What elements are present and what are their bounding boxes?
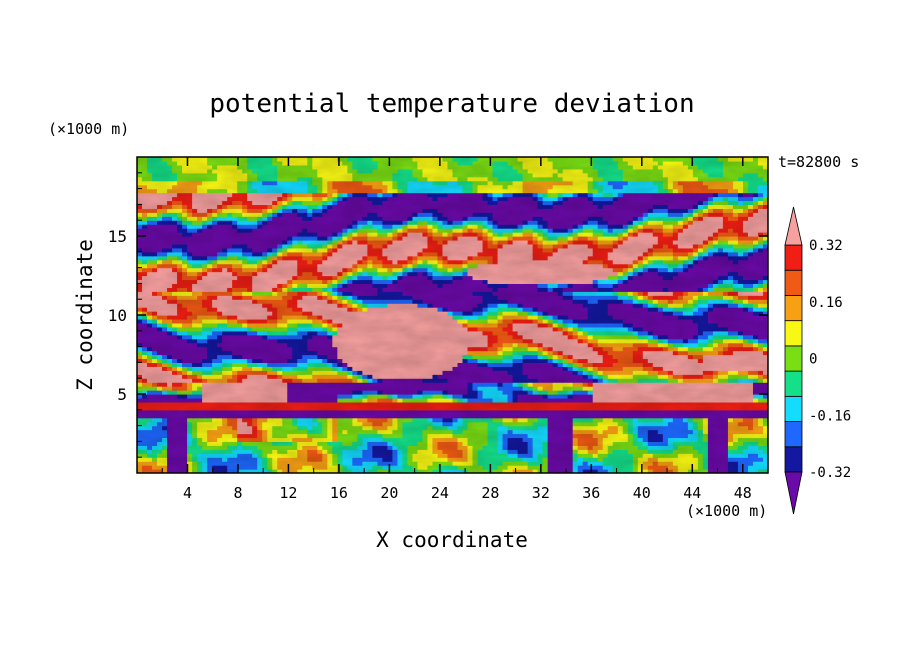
plot-area [137,157,768,473]
time-label: t=82800 s [778,153,859,171]
y-unit-label: (×1000 m) [48,120,129,138]
chart-title: potential temperature deviation [209,89,694,119]
